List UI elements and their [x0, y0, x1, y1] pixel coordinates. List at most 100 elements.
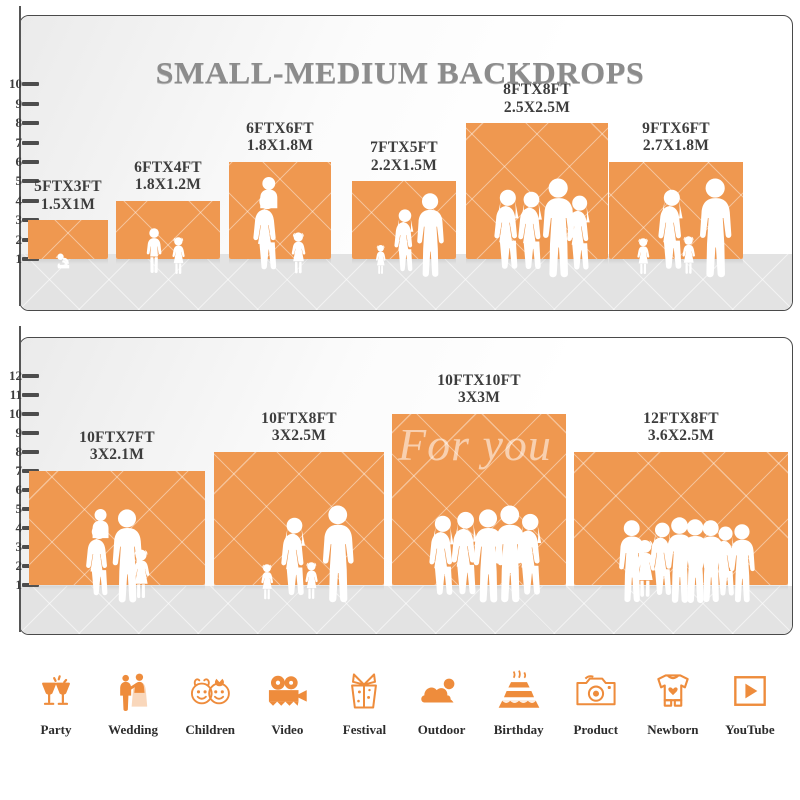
people-silhouettes [392, 414, 566, 603]
icon-cell-product[interactable]: Product [558, 665, 634, 738]
baby-onesie-icon[interactable] [651, 665, 695, 717]
icon-label: Birthday [493, 722, 544, 737]
people-silhouettes [229, 162, 331, 274]
backdrop-bar[interactable] [466, 123, 608, 277]
icon-cell-festival[interactable]: Festival [326, 665, 402, 738]
y-tick-label: 8 [15, 444, 23, 459]
backdrop-bar[interactable] [609, 162, 743, 277]
person-silhouette [615, 519, 648, 603]
person-silhouette [469, 508, 507, 603]
bar-caption-m: 2.7X1.8M [642, 137, 710, 155]
icon-label: Party [40, 722, 72, 737]
y-tick-label: 7 [15, 463, 23, 478]
person-silhouette [413, 192, 447, 277]
bar-caption-m: 3.6X2.5M [647, 427, 715, 445]
backdrop-bar[interactable] [28, 220, 108, 269]
y-tick-mark [22, 101, 39, 106]
y-tick-mark [22, 431, 39, 435]
icon-cell-outdoor[interactable]: Outdoor [404, 665, 480, 738]
y-tick-label: 8 [15, 115, 23, 131]
bar-caption-ft: 12FTX8FT [643, 410, 719, 427]
icon-cell-birthday[interactable]: Birthday [481, 665, 557, 738]
cloud-hill-icon[interactable] [419, 665, 465, 717]
person-silhouette [391, 208, 419, 278]
y-tick-11: 11 [0, 387, 60, 402]
bar-shadow [229, 259, 331, 264]
bar-shadow [116, 258, 220, 264]
bar-caption-m: 2.5X2.5M [503, 98, 571, 116]
person-silhouette [277, 516, 312, 603]
y-tick-label: 5 [15, 501, 23, 516]
champagne-glasses-icon[interactable] [34, 665, 78, 717]
icon-cell-video[interactable]: Video [249, 665, 325, 738]
y-tick-10: 10 [0, 407, 60, 420]
bar-caption: 8FTX8FT 2.5X2.5M [457, 81, 617, 116]
bar-caption-m: 2.2X1.5M [370, 156, 438, 174]
icon-cell-newborn[interactable]: Newborn [635, 665, 711, 738]
bar-shadow [392, 585, 566, 590]
person-silhouette [425, 514, 461, 603]
y-tick-label: 12 [9, 368, 22, 383]
icon-label: Newborn [647, 722, 699, 737]
bar-caption: 10FTX8FT 3X2.5M [219, 410, 379, 445]
y-tick-label: 11 [9, 387, 22, 402]
person-silhouette [83, 509, 115, 603]
y-tick-label: 2 [15, 231, 23, 247]
person-silhouette [490, 188, 526, 277]
y-tick-mark [22, 198, 39, 203]
y-tick-label: 4 [15, 520, 23, 535]
backdrop-bar[interactable] [29, 471, 205, 603]
icon-label: YouTube [725, 722, 775, 737]
play-button-icon[interactable] [728, 665, 772, 717]
bar-caption-m: 1.8X1.8M [246, 137, 314, 155]
person-silhouette [374, 244, 387, 277]
movie-camera-icon[interactable] [264, 665, 310, 717]
y-tick-label: 3 [15, 212, 23, 228]
gift-box-icon[interactable] [342, 665, 386, 717]
person-silhouette [289, 231, 308, 278]
person-silhouette [635, 237, 651, 278]
icon-cell-youtube[interactable]: YouTube [712, 665, 788, 738]
person-silhouette [447, 510, 484, 603]
y-tick-7: 7 [0, 136, 60, 149]
y-tick-label: 9 [15, 425, 23, 440]
icon-label: Festival [342, 722, 387, 737]
backdrop-bar[interactable] [214, 452, 384, 603]
bar-caption-m: 3X3M [457, 389, 501, 407]
icon-cell-wedding[interactable]: Wedding [95, 665, 171, 738]
icon-label: Video [271, 722, 304, 737]
bar-caption: 9FTX6FT 2.7X1.8M [596, 120, 756, 155]
bar-caption-ft: 10FTX8FT [261, 410, 337, 427]
backdrop-bar[interactable] [352, 181, 456, 277]
y-tick-label: 2 [15, 558, 23, 573]
backdrop-bar[interactable]: For you [392, 414, 566, 603]
birthday-cake-icon[interactable] [496, 665, 542, 717]
y-tick-mark [22, 393, 39, 397]
y-tick-mark [22, 121, 39, 126]
photo-camera-icon[interactable] [573, 665, 619, 717]
backdrop-bar[interactable] [229, 162, 331, 274]
bar-caption-ft: 9FTX6FT [642, 120, 710, 137]
bar-caption-ft: 6FTX6FT [246, 120, 314, 137]
person-silhouette [695, 177, 735, 278]
bar-caption: 12FTX8FT 3.6X2.5M [601, 410, 761, 445]
person-silhouette [680, 235, 697, 278]
icon-cell-party[interactable]: Party [18, 665, 94, 738]
bar-caption-ft: 5FTX3FT [34, 178, 102, 196]
y-tick-1: 1 [0, 252, 60, 265]
person-silhouette [108, 508, 146, 603]
people-silhouettes [214, 452, 384, 603]
y-tick-mark [22, 450, 39, 454]
y-tick-5: 5 [0, 174, 60, 187]
bride-groom-icon[interactable] [111, 665, 155, 717]
y-axis-line-top [19, 6, 21, 306]
y-tick-mark [22, 179, 39, 184]
person-silhouette [170, 236, 187, 278]
y-tick-mark [22, 82, 39, 87]
backdrop-bar[interactable] [574, 452, 788, 603]
icon-cell-children[interactable]: Children [172, 665, 248, 738]
people-silhouettes [574, 452, 788, 603]
backdrop-bar[interactable] [116, 200, 220, 274]
person-silhouette [563, 194, 596, 277]
two-kid-faces-icon[interactable] [187, 665, 233, 717]
